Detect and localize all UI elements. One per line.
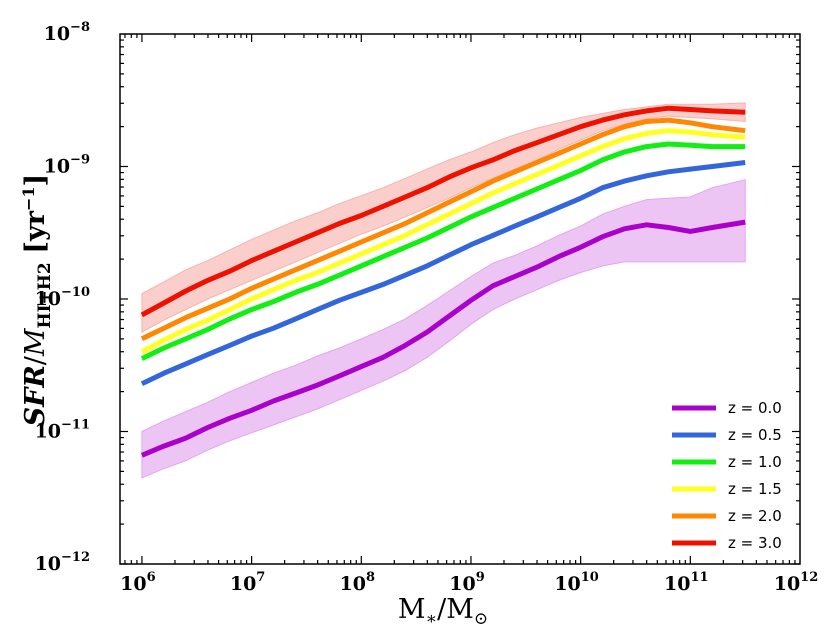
legend-label: z = 0.5: [728, 426, 782, 444]
x-tick-label: 109: [449, 570, 485, 595]
y-tick-label: 10−11: [35, 418, 90, 443]
legend-label: z = 2.0: [728, 507, 782, 525]
band-00: [141, 179, 746, 479]
shaded-bands: [141, 102, 746, 479]
legend-label: z = 1.5: [728, 480, 782, 498]
y-tick-label: 10−10: [35, 285, 90, 310]
x-tick-label: 1012: [774, 570, 819, 595]
series-line-20: [140, 117, 746, 342]
x-tick-label: 107: [230, 570, 266, 595]
series-line-05: [140, 160, 746, 387]
x-tick-label: 106: [120, 570, 156, 595]
y-tick-labels: 10−8 10−9 10−10 10−11 10−12: [35, 20, 90, 575]
legend-label: z = 3.0: [728, 534, 782, 552]
axis-ticks: [120, 34, 800, 565]
y-tick-label: 10−8: [44, 20, 90, 45]
x-axis-label: M∗/M⊙: [398, 594, 488, 629]
y-tick-label: 10−9: [44, 153, 90, 178]
series-line-00: [140, 219, 746, 458]
y-tick-label: 10−12: [35, 550, 90, 575]
series-line-30: [140, 105, 746, 318]
legend: z = 0.0 z = 0.5 z = 1.0 z = 1.5 z = 2.0 z = 3…: [672, 399, 782, 552]
legend-label: z = 0.0: [728, 399, 782, 417]
x-tick-label: 108: [340, 570, 376, 595]
x-tick-label: 1011: [664, 570, 709, 595]
series-lines: [140, 105, 746, 458]
series-line-10: [140, 141, 746, 361]
x-tick-label: 1010: [554, 570, 599, 595]
band-30: [141, 102, 746, 333]
legend-label: z = 1.0: [728, 453, 782, 471]
series-line-15: [140, 128, 746, 355]
y-axis-label: SFR/MHI+H2 [yr−1]: [19, 174, 55, 427]
x-tick-labels: 106 107 108 109 1010 1011 1012: [120, 570, 818, 595]
